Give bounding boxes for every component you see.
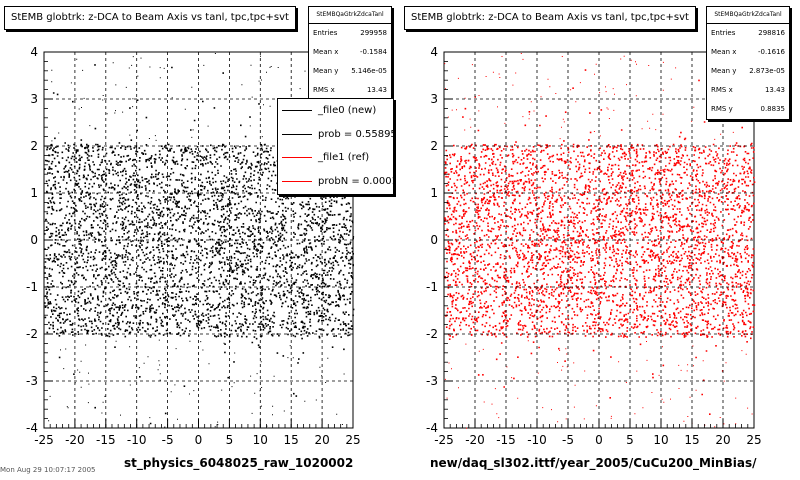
y-tick-label: -2 <box>426 327 438 341</box>
right-chart-title: StEMB globtrk: z-DCA to Beam Axis vs tan… <box>404 6 696 30</box>
right-x-axis-label: new/daq_sl302.ittf/year_2005/CuCu200_Min… <box>430 456 757 470</box>
x-tick-label: 5 <box>226 433 234 447</box>
legend-entry: _file0 (new) <box>278 99 393 123</box>
x-tick-label: 0 <box>195 433 203 447</box>
x-tick-label: -10 <box>527 433 547 447</box>
y-tick-label: 1 <box>430 186 438 200</box>
left-x-axis-label: st_physics_6048025_raw_1020002 <box>124 456 354 470</box>
x-tick-label: -25 <box>434 433 454 447</box>
scatter-series <box>44 53 355 428</box>
x-tick-label: 10 <box>253 433 268 447</box>
bottom-timestamp: Mon Aug 29 10:07:17 2005 <box>0 466 96 474</box>
right-stats-label: Entries <box>711 29 736 37</box>
y-tick-label: 0 <box>30 233 38 247</box>
left-stats-value: 299958 <box>360 29 387 37</box>
right-panel: -25 -20 -15 -10 -5 0 5 10 15 20 25 -4 -3 -2 -1 0 1 2 3 4 St… <box>400 0 800 480</box>
legend-swatch <box>282 133 312 135</box>
left-stats-name: StEMBQaGtrkZdcaTanl <box>309 7 391 24</box>
legend-label: _file0 (new) <box>318 105 377 117</box>
left-stats-label: Entries <box>313 29 338 37</box>
y-tick-label: 2 <box>30 139 38 153</box>
y-tick-label: -4 <box>426 421 438 435</box>
x-tick-label: -20 <box>465 433 485 447</box>
x-tick-label: 0 <box>595 433 603 447</box>
left-stats-label: Mean x <box>313 48 339 56</box>
legend-entry: _file1 (ref) <box>278 146 393 170</box>
y-tick-label: 4 <box>430 45 438 59</box>
right-stats-label: Mean y <box>711 67 737 75</box>
right-stats-label: Mean x <box>711 48 737 56</box>
y-tick-label: 0 <box>430 233 438 247</box>
x-tick-label: 5 <box>626 433 634 447</box>
x-tick-label: -15 <box>96 433 116 447</box>
legend-label: _file1 (ref) <box>318 152 370 164</box>
left-stats-value: 13.43 <box>366 86 387 94</box>
x-tick-label: -10 <box>127 433 147 447</box>
right-stats-row: RMS y 0.8835 <box>707 100 789 119</box>
y-tick-label: 3 <box>430 92 438 106</box>
y-tick-label: -3 <box>26 374 38 388</box>
right-stats-value: 2.873e-05 <box>749 67 785 75</box>
x-tick-label: 25 <box>746 433 761 447</box>
y-tick-label: 1 <box>30 186 38 200</box>
scatter-points <box>44 64 355 425</box>
right-stats-label: RMS y <box>711 105 733 113</box>
y-tick-label: -4 <box>26 421 38 435</box>
left-stats-value: -0.1584 <box>359 48 387 56</box>
left-panel: -25 -20 -15 -10 -5 0 5 10 15 20 25 -4 -3 -2 -1 0 1 2 3 4 St… <box>4 6 394 470</box>
left-stats-row: Mean x -0.1584 <box>309 43 391 62</box>
left-stats-label: Mean y <box>313 67 339 75</box>
y-tick-label: -2 <box>26 327 38 341</box>
y-tick-label: -1 <box>426 280 438 294</box>
right-stats-name: StEMBQaGtrkZdcaTanl <box>707 7 789 24</box>
left-stats-row: Entries 299958 <box>309 24 391 43</box>
legend-swatch <box>282 110 312 112</box>
x-tick-label: 10 <box>653 433 668 447</box>
x-tick-label: 20 <box>715 433 730 447</box>
right-stats-row: RMS x 13.43 <box>707 81 789 100</box>
right-stats-row: Entries 298816 <box>707 24 789 43</box>
legend-swatch <box>282 157 312 159</box>
legend-label: prob = 0.558954 <box>318 128 393 140</box>
x-tick-label: 25 <box>345 433 360 447</box>
legend-swatch <box>282 180 312 182</box>
y-tick-label: -3 <box>426 374 438 388</box>
legend-entry: probN = 0.000100 <box>278 170 393 194</box>
right-stats-value: 298816 <box>758 29 785 37</box>
x-tick-label: 15 <box>284 433 299 447</box>
x-tick-label: -15 <box>496 433 516 447</box>
right-stats-row: Mean x -0.1616 <box>707 43 789 62</box>
right-stats-label: RMS x <box>711 86 733 94</box>
y-tick-label: -1 <box>26 280 38 294</box>
right-stats-value: 0.8835 <box>760 105 786 113</box>
legend-entry: prob = 0.558954 <box>278 123 393 147</box>
right-stats-value: 13.43 <box>764 86 785 94</box>
right-stats-value: -0.1616 <box>757 48 785 56</box>
legend: _file0 (new) prob = 0.558954 _file1 (ref… <box>277 98 394 195</box>
x-tick-label: -5 <box>162 433 174 447</box>
right-stats-box: StEMBQaGtrkZdcaTanl Entries 298816 Mean x… <box>706 6 790 120</box>
x-tick-label: -5 <box>562 433 574 447</box>
x-tick-label: -25 <box>34 433 54 447</box>
y-tick-label: 3 <box>30 92 38 106</box>
x-tick-label: 15 <box>684 433 699 447</box>
legend-label: probN = 0.000100 <box>318 175 393 187</box>
left-stats-row: RMS x 13.43 <box>309 81 391 100</box>
left-stats-row: Mean y 5.146e-05 <box>309 62 391 81</box>
y-tick-label: 2 <box>430 139 438 153</box>
left-stats-value: 5.146e-05 <box>351 67 387 75</box>
x-tick-label: -20 <box>65 433 85 447</box>
right-stats-row: Mean y 2.873e-05 <box>707 62 789 81</box>
y-tick-label: 4 <box>30 45 38 59</box>
x-tick-label: 20 <box>314 433 329 447</box>
left-stats-label: RMS x <box>313 86 335 94</box>
left-chart-title: StEMB globtrk: z-DCA to Beam Axis vs tan… <box>4 6 296 30</box>
